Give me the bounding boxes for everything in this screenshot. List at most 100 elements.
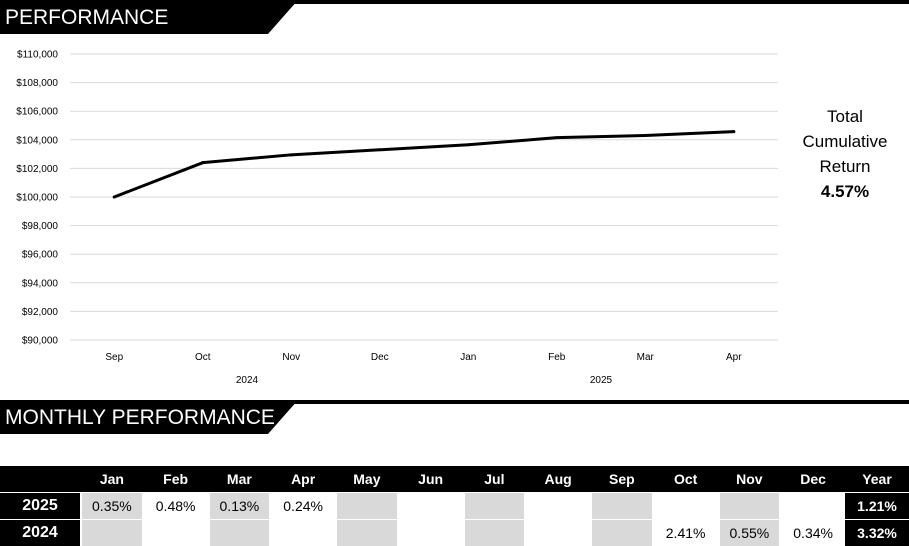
month-value: 0.55% <box>729 525 770 541</box>
data-point <box>466 143 470 147</box>
column-header: Year <box>845 466 909 493</box>
month-cell <box>271 519 335 546</box>
cumulative-return-value: 4.57% <box>820 182 870 201</box>
year-total-cell: 1.21% <box>845 492 909 520</box>
month-cell <box>398 492 463 520</box>
month-cell <box>80 519 144 546</box>
cell-shade <box>82 493 142 519</box>
data-point <box>112 195 116 199</box>
data-point <box>378 148 382 152</box>
cumulative-label-line1: Total <box>827 107 863 126</box>
cell-shade <box>464 493 525 519</box>
table-header-row: Jan Feb Mar Apr May Jun Jul Aug Sep Oct Nov Dec Year <box>0 466 909 493</box>
month-cell <box>462 519 527 546</box>
month-cell <box>653 492 718 520</box>
column-header: Oct <box>653 466 718 493</box>
x-tick-label: Mar <box>637 352 655 363</box>
column-header: Jun <box>398 466 463 493</box>
y-tick-label: $110,000 <box>17 50 58 61</box>
month-cell <box>335 492 399 520</box>
cumulative-label-line2: Cumulative <box>802 132 888 151</box>
cell-shade <box>464 520 525 546</box>
month-value: 0.34% <box>793 525 833 541</box>
column-header: May <box>335 466 399 493</box>
month-cell: 0.55% <box>717 519 782 546</box>
column-header: Jul <box>462 466 527 493</box>
cumulative-label-line3: Return <box>819 157 871 176</box>
row-year-label: 2024 <box>0 519 80 546</box>
month-cell <box>590 492 654 520</box>
month-cell: 0.13% <box>207 492 272 520</box>
month-cell: 0.35% <box>80 492 144 520</box>
data-point <box>643 134 647 138</box>
month-cell: 2.41% <box>653 519 718 546</box>
month-cell <box>526 492 590 520</box>
cell-shade <box>337 520 397 546</box>
cell-shade <box>209 520 270 546</box>
month-cell: 0.34% <box>781 519 845 546</box>
month-value: 0.35% <box>92 498 132 514</box>
column-header: Aug <box>526 466 590 493</box>
x-tick-label: Nov <box>282 352 300 363</box>
performance-line-chart: $90,000 $92,000 $94,000 $96,000 $98,000 $100,… <box>16 50 778 386</box>
x-tick-label: Sep <box>105 352 123 363</box>
x-tick-label: Feb <box>548 352 566 363</box>
cell-shade <box>337 493 397 519</box>
month-cell <box>207 519 272 546</box>
x-tick-label: Dec <box>371 352 389 363</box>
y-tick-label: $90,000 <box>22 336 59 347</box>
month-cell <box>526 519 590 546</box>
cell-shade <box>719 493 780 519</box>
month-cell: 0.24% <box>271 492 335 520</box>
table-row: 2024 2.41% 0.55% 0.34% 3.32% <box>0 519 909 546</box>
y-tick-label: $106,000 <box>16 107 58 118</box>
y-tick-label: $94,000 <box>22 278 59 289</box>
y-tick-label: $102,000 <box>16 164 58 175</box>
column-header: Apr <box>271 466 335 493</box>
month-value: 2.41% <box>665 525 706 541</box>
y-tick-label: $108,000 <box>16 78 58 89</box>
table-row: 2025 0.35% 0.48% 0.13% 0.24% 1.21% <box>0 492 909 520</box>
performance-header: PERFORMANCE <box>0 0 909 34</box>
x-tick-label: Oct <box>195 352 211 363</box>
header-rule <box>0 400 909 404</box>
x-tick-label: Jan <box>460 352 476 363</box>
x-tick-label: Apr <box>726 352 742 363</box>
y-tick-label: $96,000 <box>22 250 59 261</box>
column-header: Jan <box>80 466 144 493</box>
cell-shade <box>82 520 142 546</box>
monthly-title: MONTHLY PERFORMANCE <box>0 400 298 434</box>
monthly-performance-table: Jan Feb Mar Apr May Jun Jul Aug Sep Oct Nov Dec Year… <box>0 466 909 546</box>
data-point <box>555 136 559 140</box>
header-rule <box>0 0 909 4</box>
month-cell <box>462 492 527 520</box>
row-year-label: 2025 <box>0 492 80 520</box>
data-point <box>201 161 205 165</box>
month-value: 0.24% <box>283 498 323 514</box>
month-cell <box>717 492 782 520</box>
cell-shade <box>719 520 780 546</box>
cell-shade <box>592 520 652 546</box>
performance-title: PERFORMANCE <box>0 0 298 34</box>
column-header: Feb <box>143 466 208 493</box>
data-point <box>289 153 293 157</box>
column-header: Nov <box>717 466 782 493</box>
month-cell: 0.48% <box>143 492 208 520</box>
grid-lines <box>70 53 778 341</box>
month-cell <box>398 519 463 546</box>
column-header: Mar <box>207 466 272 493</box>
y-tick-label: $100,000 <box>16 193 58 204</box>
y-tick-label: $104,000 <box>16 135 58 146</box>
column-header: Sep <box>590 466 654 493</box>
series-line <box>112 130 736 199</box>
column-header: Dec <box>781 466 845 493</box>
y-tick-label: $92,000 <box>22 307 59 318</box>
x-axis-ticks: Sep Oct Nov Dec Jan Feb Mar Apr 2024 2025 <box>105 352 742 386</box>
month-cell <box>590 519 654 546</box>
year-total-cell: 3.32% <box>845 519 909 546</box>
cell-shade <box>209 493 270 519</box>
cell-shade <box>592 493 652 519</box>
x-year-label: 2024 <box>236 375 259 386</box>
data-point <box>732 130 736 134</box>
month-cell <box>143 519 208 546</box>
